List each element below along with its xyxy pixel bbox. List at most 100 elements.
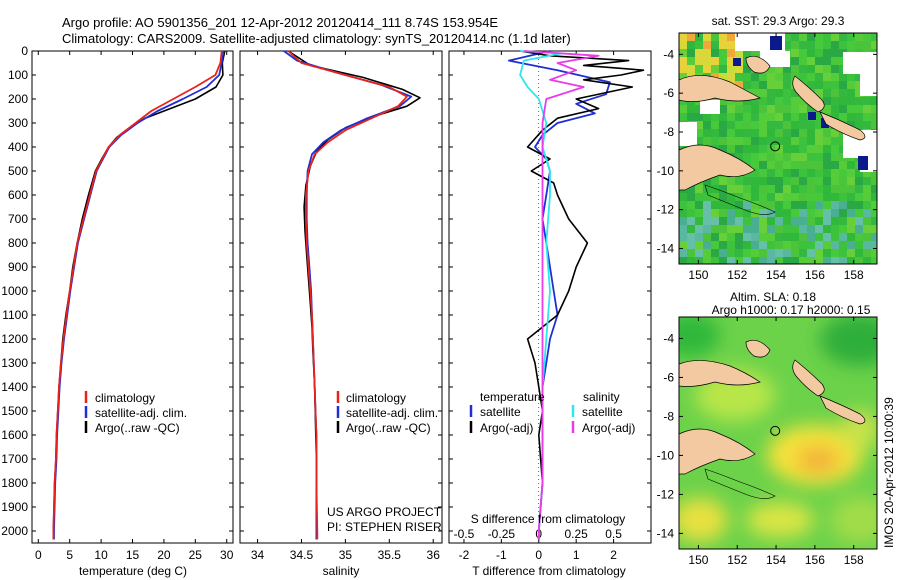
- sst-cell: [751, 177, 759, 185]
- y-tick-label: 1800: [1, 476, 28, 490]
- sst-cell: [815, 233, 823, 241]
- sst-cell: [799, 33, 807, 41]
- sst-cell: [687, 193, 695, 201]
- sst-cell: [751, 81, 759, 89]
- sst-cell: [711, 57, 719, 65]
- sst-cell: [855, 217, 863, 225]
- sst-cell: [751, 217, 759, 225]
- sst-cell: [807, 177, 815, 185]
- sst-cell: [767, 137, 775, 145]
- x-tick-label: 20: [157, 548, 171, 562]
- sst-cell: [735, 121, 743, 129]
- sst-cell: [759, 209, 767, 217]
- sst-cell: [823, 81, 831, 89]
- sst-cell: [783, 233, 791, 241]
- sst-cell: [855, 209, 863, 217]
- sst-cell: [751, 169, 759, 177]
- legend-label-t-satellite: satellite: [480, 405, 521, 419]
- sst-cell: [855, 41, 863, 49]
- sst-cell: [703, 201, 711, 209]
- sst-cell: [751, 249, 759, 257]
- sst-cell: [807, 233, 815, 241]
- sst-cell: [871, 185, 877, 193]
- sla-map-ticks: 150 152 154 156 158 -4 -6 -8 -10 -12 -14: [657, 317, 877, 567]
- title-line-2: Climatology: CARS2009. Satellite-adjuste…: [62, 31, 571, 46]
- sst-cell: [831, 177, 839, 185]
- legend-label-argo: Argo(..raw -QC): [346, 421, 431, 435]
- sst-cell: [855, 185, 863, 193]
- land-papua-peninsula: [679, 144, 756, 191]
- sst-cell: [711, 121, 719, 129]
- x-tick-label: 34.5: [290, 548, 314, 562]
- sst-cell: [711, 49, 719, 57]
- sst-cell: [831, 73, 839, 81]
- sst-cell: [839, 209, 847, 217]
- land-island-north: [745, 339, 771, 358]
- sst-cell: [791, 257, 799, 264]
- sst-cell: [791, 153, 799, 161]
- sst-cell: [815, 217, 823, 225]
- sst-cell: [695, 201, 703, 209]
- sst-cell: [839, 193, 847, 201]
- sst-cell: [807, 137, 815, 145]
- y-tick-label: 100: [8, 68, 28, 82]
- sst-cell: [767, 73, 775, 81]
- land-bougainville: [819, 111, 866, 141]
- sst-cell: [831, 201, 839, 209]
- sst-cell: [823, 49, 831, 57]
- sst-cell: [751, 113, 759, 121]
- sst-cell: [687, 241, 695, 249]
- sst-cell: [783, 41, 791, 49]
- sst-cell: [775, 193, 783, 201]
- sst-cell: [695, 137, 703, 145]
- sst-cell: [831, 33, 839, 41]
- sst-cell: [751, 161, 759, 169]
- sst-cell: [775, 177, 783, 185]
- sst-cell: [767, 249, 775, 257]
- sst-cell: [807, 209, 815, 217]
- salinity-x-label: salinity: [323, 564, 360, 578]
- sst-cell: [847, 201, 855, 209]
- s-tick-label: 0.5: [605, 527, 622, 541]
- x-tick-label: -2: [459, 548, 470, 562]
- sst-cell: [807, 57, 815, 65]
- sst-cell: [735, 137, 743, 145]
- sst-cell: [783, 33, 791, 41]
- sst-cell: [687, 249, 695, 257]
- sst-cell: [743, 65, 751, 73]
- sst-cell: [823, 33, 831, 41]
- sst-cell: [791, 193, 799, 201]
- sst-cell: [727, 73, 735, 81]
- sst-cell: [719, 177, 727, 185]
- sst-cell: [735, 201, 743, 209]
- sst-cell: [815, 225, 823, 233]
- sst-cell: [791, 57, 799, 65]
- sst-cell: [831, 249, 839, 257]
- sst-cold-spot: [770, 36, 782, 50]
- sst-cell: [759, 73, 767, 81]
- sst-cell: [783, 145, 791, 153]
- sst-cell: [695, 249, 703, 257]
- sst-cell: [799, 49, 807, 57]
- sst-cell: [735, 185, 743, 193]
- sst-cell: [751, 241, 759, 249]
- sst-cell: [719, 233, 727, 241]
- sst-cell: [863, 217, 871, 225]
- sst-cell: [823, 145, 831, 153]
- x-tick-label: 2: [610, 548, 617, 562]
- sst-cell: [759, 257, 767, 264]
- y-tick-label: 600: [8, 188, 28, 202]
- sst-cell: [767, 201, 775, 209]
- sst-cell: [783, 177, 791, 185]
- sst-cell: [767, 113, 775, 121]
- sst-cell: [775, 129, 783, 137]
- sst-cell: [839, 257, 847, 264]
- sst-cell: [815, 49, 823, 57]
- sst-cell: [679, 193, 687, 201]
- sst-cell: [687, 65, 695, 73]
- sst-cell: [791, 105, 799, 113]
- sst-cell: [735, 81, 743, 89]
- sst-cell: [679, 249, 687, 257]
- sst-cell: [711, 233, 719, 241]
- map-y-tick-label: -10: [657, 448, 675, 462]
